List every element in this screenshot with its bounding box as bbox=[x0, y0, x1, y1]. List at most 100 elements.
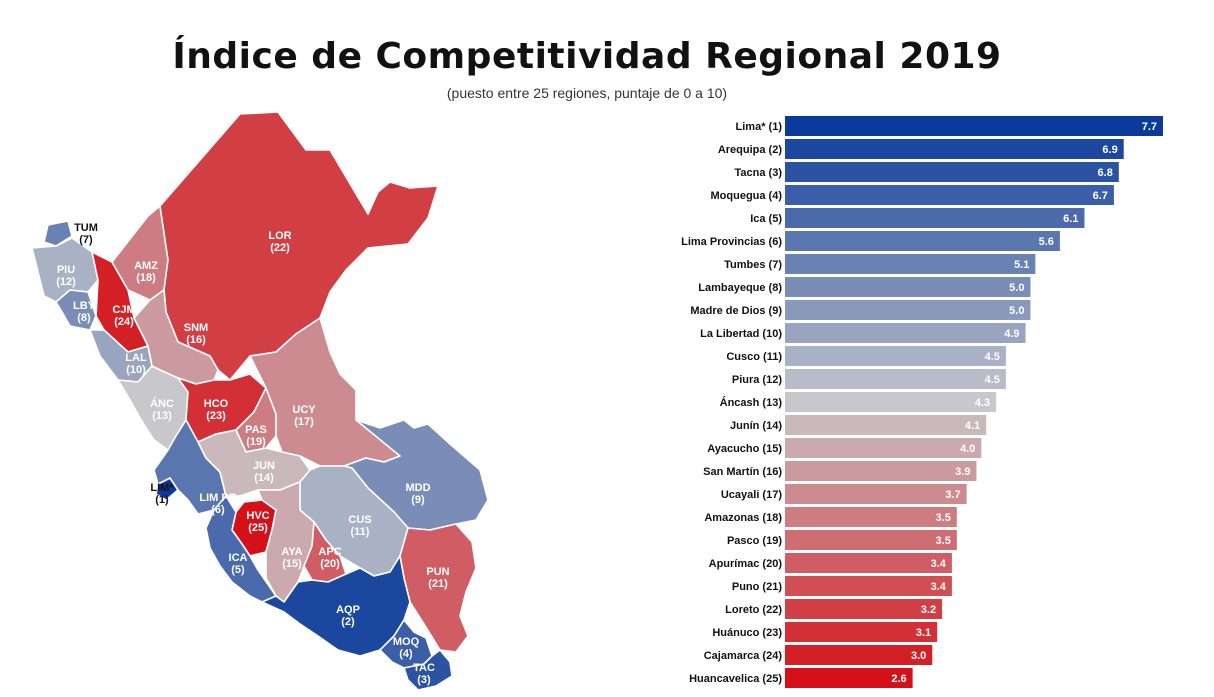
value-label: 4.5 bbox=[985, 351, 1000, 363]
region-rank: (23) bbox=[206, 410, 226, 422]
value-label: 5.0 bbox=[1009, 282, 1024, 294]
bar bbox=[785, 300, 1031, 320]
map-label-ica: ICA (5) bbox=[229, 552, 248, 576]
value-label: 6.1 bbox=[1063, 213, 1078, 225]
bar bbox=[785, 277, 1031, 297]
region-rank: (20) bbox=[320, 558, 340, 570]
value-label: 3.0 bbox=[911, 650, 926, 662]
region-code: SNM bbox=[183, 322, 209, 334]
region-rank: (14) bbox=[254, 472, 274, 484]
region-code: LIM* bbox=[150, 482, 174, 494]
bar bbox=[785, 484, 967, 504]
value-label: 3.5 bbox=[936, 512, 951, 524]
value-label: 6.9 bbox=[1102, 144, 1117, 156]
map-label-lim: LIM* (1) bbox=[150, 482, 173, 506]
category-label: Piura (12) bbox=[732, 374, 782, 386]
region-code: TAC bbox=[413, 662, 435, 674]
region-rank: (2) bbox=[341, 616, 355, 628]
region-code: CJM bbox=[112, 304, 136, 316]
category-label: Pasco (19) bbox=[727, 535, 782, 547]
region-rank: (24) bbox=[114, 316, 134, 328]
region-code: ICA bbox=[228, 552, 248, 564]
category-label: San Martín (16) bbox=[703, 466, 782, 478]
category-label: Madre de Dios (9) bbox=[690, 305, 782, 317]
value-label: 5.1 bbox=[1014, 259, 1029, 271]
bar bbox=[785, 254, 1036, 274]
bar bbox=[785, 507, 957, 527]
map-label-snm: SNM (16) bbox=[184, 322, 208, 346]
bar bbox=[785, 622, 938, 642]
map-label-amz: AMZ (18) bbox=[134, 260, 158, 284]
category-label: Tacna (3) bbox=[735, 167, 783, 179]
region-code: TUM bbox=[74, 222, 98, 234]
map-label-lor: LOR (22) bbox=[268, 230, 291, 254]
region-code: CUS bbox=[348, 514, 372, 526]
region-code: AYA bbox=[281, 546, 303, 558]
bar bbox=[785, 576, 952, 596]
map-label-aya: AYA (15) bbox=[281, 546, 302, 570]
category-label: Lima* (1) bbox=[736, 121, 783, 133]
bar bbox=[785, 668, 913, 688]
region-rank: (10) bbox=[126, 364, 146, 376]
region-code: HVC bbox=[246, 510, 270, 522]
map-label-ucy: UCY (17) bbox=[292, 404, 315, 428]
category-label: Ayacucho (15) bbox=[707, 443, 782, 455]
category-label: Cusco (11) bbox=[726, 351, 782, 363]
bar bbox=[785, 116, 1163, 136]
bar bbox=[785, 461, 977, 481]
bar bbox=[785, 645, 933, 665]
bar bbox=[785, 162, 1119, 182]
peru-map-svg bbox=[31, 111, 489, 691]
category-label: Ucayali (17) bbox=[721, 489, 782, 501]
region-code: AQP bbox=[336, 604, 360, 616]
map-label-cus: CUS (11) bbox=[348, 514, 371, 538]
region-code: PUN bbox=[426, 566, 450, 578]
region-shape-tum bbox=[43, 220, 73, 247]
map-label-apc: APC (20) bbox=[318, 546, 341, 570]
value-label: 4.9 bbox=[1004, 328, 1019, 340]
value-label: 3.4 bbox=[931, 581, 947, 593]
region-rank: (4) bbox=[399, 648, 413, 660]
value-label: 4.5 bbox=[985, 374, 1000, 386]
category-label: Lima Provincias (6) bbox=[681, 236, 782, 248]
map-label-jun: JUN (14) bbox=[253, 460, 275, 484]
bar bbox=[785, 139, 1124, 159]
category-label: Loreto (22) bbox=[725, 604, 782, 616]
value-label: 4.0 bbox=[960, 443, 975, 455]
region-rank: (22) bbox=[270, 242, 290, 254]
bar bbox=[785, 438, 982, 458]
region-code: ÁNC bbox=[150, 398, 174, 410]
region-code: LOR bbox=[268, 230, 292, 242]
value-label: 4.1 bbox=[965, 420, 980, 432]
category-label: Tumbes (7) bbox=[724, 259, 782, 271]
map-label-piu: PIU (12) bbox=[56, 264, 76, 288]
value-label: 3.1 bbox=[916, 627, 931, 639]
chart-title: Índice de Competitividad Regional 2019 bbox=[172, 36, 1002, 77]
category-label: Áncash (13) bbox=[720, 396, 783, 409]
value-label: 3.5 bbox=[936, 535, 951, 547]
region-code: HCO bbox=[203, 398, 229, 410]
map-label-tum: TUM (7) bbox=[74, 222, 98, 246]
region-rank: (12) bbox=[56, 276, 76, 288]
region-shape-lby bbox=[55, 289, 97, 331]
category-label: Junín (14) bbox=[730, 420, 782, 432]
region-code: AMZ bbox=[134, 260, 158, 272]
region-rank: (6) bbox=[211, 504, 225, 516]
region-code: LIM PR bbox=[199, 492, 237, 504]
bar bbox=[785, 392, 997, 412]
region-rank: (21) bbox=[428, 578, 448, 590]
peru-region-map: TUM (7) PIU (12) LBY (8) CJM (24) AMZ (18) LOR (22)… bbox=[0, 100, 520, 697]
category-label: Huánuco (23) bbox=[712, 627, 782, 639]
value-label: 6.8 bbox=[1098, 167, 1113, 179]
category-label: Ica (5) bbox=[750, 213, 782, 225]
category-label: Puno (21) bbox=[732, 581, 782, 593]
value-label: 3.9 bbox=[955, 466, 970, 478]
map-label-mdd: MDD (9) bbox=[405, 482, 430, 506]
category-label: Amazonas (18) bbox=[704, 512, 782, 524]
region-rank: (1) bbox=[155, 494, 169, 506]
region-rank: (7) bbox=[79, 234, 93, 246]
category-label: Lambayeque (8) bbox=[698, 282, 782, 294]
region-rank: (3) bbox=[417, 674, 431, 686]
value-label: 5.0 bbox=[1009, 305, 1024, 317]
region-rank: (5) bbox=[231, 564, 245, 576]
